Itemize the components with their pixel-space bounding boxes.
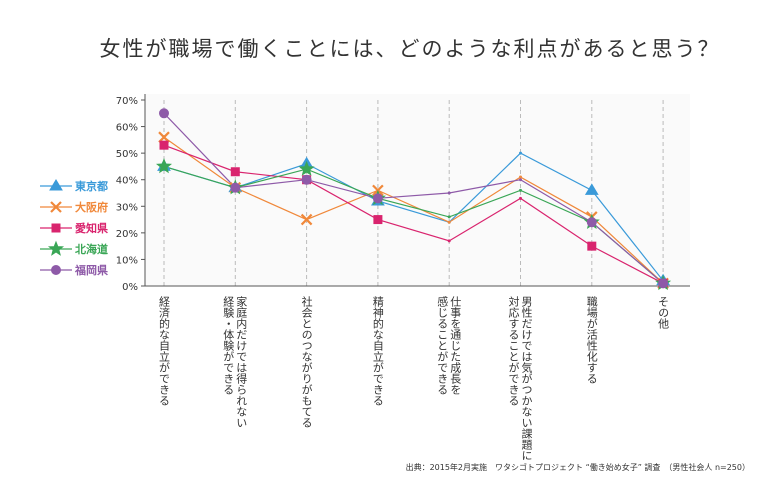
y-tick-label: 20% [116, 229, 138, 240]
data-point [519, 178, 522, 182]
data-point [155, 158, 173, 174]
data-point [159, 140, 169, 150]
data-point [300, 213, 313, 226]
x-tick-label: 家庭内だけでは得られない [235, 295, 248, 428]
series-line [163, 136, 664, 284]
data-point [584, 183, 599, 195]
data-point [658, 278, 669, 289]
data-point [230, 167, 240, 177]
legend-marker [47, 240, 65, 256]
data-point [230, 182, 241, 193]
data-point [519, 151, 522, 155]
legend-label: 福岡県 [74, 263, 108, 277]
y-tick-label: 0% [122, 282, 138, 293]
y-tick-label: 70% [116, 96, 138, 107]
data-point [301, 174, 312, 185]
legend-marker [51, 223, 61, 233]
data-point [373, 215, 383, 225]
y-tick-label: 60% [116, 123, 138, 134]
legend-label: 北海道 [75, 242, 108, 256]
legend-marker [51, 265, 61, 275]
data-point [372, 193, 383, 204]
chart-title: 女性が職場で働くことには、どのような利点があると思う？ [100, 37, 721, 61]
legend-label: 愛知県 [75, 221, 108, 235]
y-tick-label: 50% [116, 149, 138, 160]
x-tick-label: 仕事を通じた成長を [449, 296, 462, 395]
x-tick-label: 経済的な自立ができる [158, 296, 171, 406]
x-tick-label: 精神的な自立ができる [371, 296, 384, 406]
series-line [163, 152, 664, 282]
data-point [158, 131, 170, 143]
data-point [159, 108, 169, 119]
source-note: 出典：2015年2月実施 ワタシゴトプロジェクト “働き始め女子” 調査 （男性… [406, 462, 750, 472]
y-tick-label: 10% [116, 255, 138, 266]
data-point [447, 215, 451, 219]
x-tick-label: 社会とのつながりがもてる [300, 295, 313, 428]
x-tick-label: その他 [657, 296, 670, 329]
legend-label: 大阪府 [75, 200, 108, 214]
data-point [519, 175, 522, 179]
legend-marker [50, 201, 62, 213]
y-tick-label: 40% [116, 176, 138, 187]
data-point [447, 220, 451, 224]
data-point [519, 188, 522, 192]
data-point [587, 241, 597, 251]
y-tick-label: 30% [116, 202, 138, 213]
legend-marker [49, 179, 63, 191]
x-tick-label: 経験・体験ができる [222, 296, 235, 395]
x-tick-label: 対応することができる [507, 295, 520, 406]
series-line [163, 165, 664, 284]
x-tick-label: 感じることができる [436, 296, 449, 395]
plot-area [145, 94, 690, 286]
data-point [447, 239, 451, 243]
data-point [447, 191, 451, 195]
series-line [163, 144, 664, 284]
data-point [298, 160, 315, 176]
x-tick-label: 男性だけでは気がつかない課題に [520, 296, 533, 461]
data-point [586, 217, 597, 228]
data-point [519, 196, 522, 200]
series-line [163, 112, 664, 284]
x-tick-label: 職場が活性化する [585, 296, 598, 384]
legend-label: 東京都 [75, 179, 108, 193]
